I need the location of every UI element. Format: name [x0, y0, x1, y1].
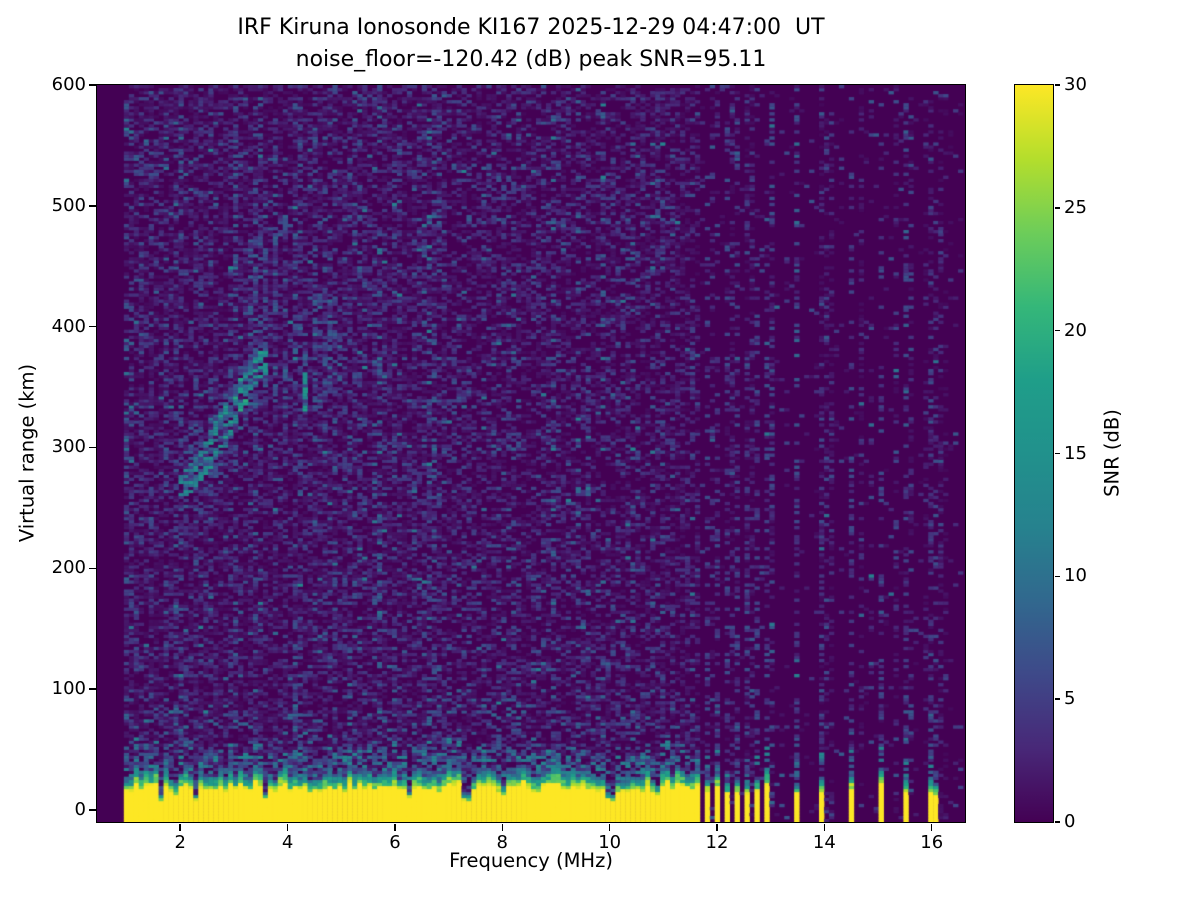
y-tick-mark — [88, 205, 96, 207]
x-tick-mark — [179, 823, 181, 831]
x-tick-label: 4 — [281, 832, 294, 853]
x-tick-label: 6 — [389, 832, 401, 853]
colorbar-tick-label: 10 — [1064, 565, 1087, 587]
y-tick-label: 100 — [51, 678, 86, 700]
colorbar-label: SNR (dB) — [1100, 409, 1124, 497]
y-tick-mark — [88, 688, 96, 690]
x-tick-mark — [823, 823, 826, 831]
colorbar-tick-label: 15 — [1064, 442, 1087, 464]
x-axis-label: Frequency (MHz) — [449, 849, 613, 872]
colorbar-tick-mark — [1054, 698, 1060, 700]
x-tick-mark — [501, 823, 504, 831]
y-tick-label: 400 — [51, 315, 86, 337]
x-tick-label: 8 — [496, 832, 508, 853]
x-tick-label: 12 — [705, 832, 729, 853]
colorbar-tick-label: 20 — [1064, 319, 1087, 341]
x-tick-mark — [716, 823, 718, 831]
y-tick-label: 200 — [51, 557, 86, 579]
colorbar-tick-mark — [1054, 452, 1060, 455]
y-tick-label: 0 — [74, 798, 86, 820]
y-tick-mark — [88, 325, 96, 328]
colorbar-tick-label: 0 — [1064, 811, 1076, 832]
colorbar-tick-mark — [1054, 821, 1060, 823]
x-tick-label: 10 — [598, 832, 622, 853]
x-tick-mark — [930, 823, 933, 831]
y-tick-mark — [88, 809, 96, 811]
y-tick-mark — [88, 567, 96, 570]
colorbar-tick-mark — [1054, 84, 1060, 86]
x-tick-mark — [286, 823, 289, 831]
y-tick-mark — [88, 446, 96, 449]
plot-area — [95, 83, 966, 823]
ionogram-heatmap-canvas — [96, 84, 965, 822]
x-tick-label: 16 — [920, 832, 944, 853]
colorbar-tick-mark — [1054, 207, 1060, 209]
x-tick-label: 2 — [174, 832, 186, 853]
y-tick-label: 300 — [51, 436, 86, 458]
colorbar — [1013, 83, 1054, 823]
y-axis-label: Virtual range (km) — [15, 363, 39, 543]
x-tick-mark — [394, 823, 396, 831]
y-tick-label: 600 — [51, 74, 86, 95]
chart-subtitle: noise_floor=-120.42 (dB) peak SNR=95.11 — [295, 47, 767, 72]
colorbar-tick-label: 5 — [1064, 688, 1076, 710]
chart-title: IRF Kiruna Ionosonde KI167 2025-12-29 04… — [237, 15, 825, 40]
x-tick-label: 14 — [812, 832, 836, 853]
colorbar-tick-mark — [1054, 575, 1060, 578]
colorbar-tick-mark — [1054, 329, 1060, 332]
y-tick-label: 500 — [51, 194, 86, 216]
colorbar-gradient — [1014, 84, 1053, 822]
x-tick-mark — [608, 823, 611, 831]
y-tick-mark — [88, 84, 96, 86]
colorbar-tick-label: 25 — [1064, 196, 1087, 218]
colorbar-tick-label: 30 — [1064, 74, 1087, 95]
